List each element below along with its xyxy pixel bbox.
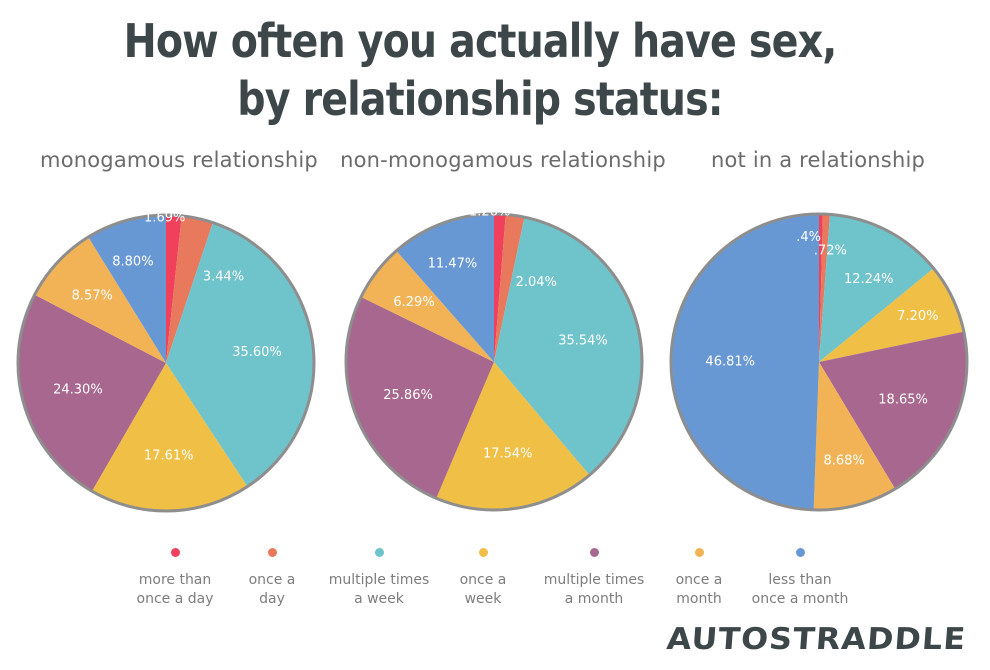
pie-title-non-monogamous: non-monogamous relationship — [340, 148, 666, 172]
legend-item-once-a-day: once a day — [207, 546, 337, 609]
legend-label-line-2: once a month — [751, 591, 849, 607]
pie-slice — [361, 250, 494, 362]
pie-slice — [166, 222, 314, 487]
legend-item-once-a-month: once a month — [634, 546, 764, 609]
pie-slice — [819, 268, 964, 362]
legend-label-line-1: once a — [675, 572, 723, 588]
autostraddle-logo: AUTOSTRADDLE — [665, 622, 970, 658]
legend-item-once-a-week: once a week — [418, 546, 548, 609]
legend-swatch — [170, 548, 180, 557]
legend-label-line-2: day — [259, 591, 285, 607]
legend-swatch — [478, 548, 488, 557]
legend-swatch — [795, 548, 805, 557]
legend-item-multiple-times-a-month: multiple times a month — [529, 546, 659, 609]
pie-slice-label: 17.54% — [483, 447, 533, 462]
pie-slice-label: 35.54% — [558, 334, 608, 349]
pie-slice — [670, 214, 819, 510]
legend-label-line-2: a month — [564, 591, 624, 607]
legend-label-line-2: month — [676, 591, 722, 607]
legend: more than once a day once a day multiple… — [0, 546, 990, 616]
pie-slice-label: 8.80% — [112, 254, 153, 269]
pie-slice-label: 35.60% — [232, 345, 282, 360]
pie-slice-label: 25.86% — [383, 388, 433, 403]
pie-slice-label: 8.68% — [823, 453, 864, 468]
pie-slice — [166, 215, 182, 363]
legend-item-more-than-once-a-day: more than once a day — [110, 546, 240, 609]
pie-slice-label: .72% — [814, 244, 847, 259]
pie-slice-label: 3.44% — [203, 269, 244, 284]
pie-slice-label: 8.57% — [72, 288, 113, 303]
legend-swatch — [589, 548, 599, 557]
logo-text: AUTOSTRADDLE — [665, 622, 968, 657]
pie-slice — [494, 217, 642, 476]
pie-slice-label: 18.65% — [878, 393, 928, 408]
pie-slice — [819, 214, 934, 362]
pie-slice-label: 7.20% — [897, 309, 938, 324]
pie-charts: 1.69%3.44%35.60%17.61%24.30%8.57%8.80%1.… — [16, 204, 969, 513]
pie-slice — [88, 215, 166, 363]
chart-title: How often you actually have sex, by rela… — [67, 12, 893, 128]
pie-slice — [494, 214, 506, 362]
pie-monogamous: 1.69% 3.44% 35.60% 17.61% 24.30% 8.57% 8.80% — [16, 210, 316, 513]
pie-slice — [396, 214, 494, 362]
legend-label-line-1: once a — [248, 572, 296, 588]
pie-slice-label: 46.81% — [705, 354, 755, 369]
pie-slice — [34, 237, 167, 363]
pie-slice — [494, 214, 525, 362]
pie-slice — [436, 362, 590, 510]
pie-slice — [91, 363, 248, 511]
legend-item-multiple-times-a-week: multiple times a week — [314, 546, 444, 609]
pie-slice — [819, 331, 967, 489]
pie-slice — [813, 362, 896, 511]
pie-slice-label: 6.29% — [393, 295, 434, 310]
pie-slice-label: 17.61% — [144, 449, 194, 464]
pie-single: .4%.72% 12.24% 7.20% 18.65% 8.68% 46.81% — [669, 212, 969, 512]
legend-label-line-1: multiple times — [543, 572, 645, 588]
pie-non-monogamous: 1.26% 2.04% 35.54% 17.54% 25.86% 6.29% 11.47% — [344, 204, 644, 512]
pie-slice-label: 11.47% — [428, 256, 478, 271]
pie-slice — [819, 214, 823, 362]
legend-label-line-2: week — [464, 591, 502, 607]
legend-label-line-1: more than — [138, 572, 212, 588]
chart-title-line-2: by relationship status: — [237, 72, 723, 126]
pie-slice-label: 1.69% — [144, 210, 185, 225]
legend-item-less-than-once-a-month: less than once a month — [735, 546, 865, 609]
pie-slice-label: 12.24% — [844, 272, 894, 287]
chart-title-line-1: How often you actually have sex, — [123, 14, 838, 68]
pie-outline — [669, 212, 969, 512]
pie-slice-label: 2.04% — [516, 275, 557, 290]
pie-slice-label: .4% — [796, 230, 821, 245]
legend-swatch — [694, 548, 704, 557]
pie-outline — [344, 212, 644, 512]
legend-label-line-1: less than — [768, 572, 832, 588]
pie-slice — [166, 215, 213, 363]
legend-swatch — [374, 548, 384, 557]
pie-slice-label: 24.30% — [53, 383, 103, 398]
legend-label-line-2: a week — [354, 591, 404, 607]
pie-slice — [819, 214, 830, 362]
pie-slice — [346, 296, 494, 499]
pie-title-monogamous: monogamous relationship — [40, 148, 318, 172]
pie-slice-label: 1.26% — [469, 204, 510, 219]
pie-title-single: not in a relationship — [710, 148, 926, 172]
pie-outline — [16, 213, 316, 513]
legend-label-line-1: once a — [459, 572, 507, 588]
legend-label-line-1: multiple times — [328, 572, 430, 588]
pie-slice — [18, 294, 166, 492]
legend-label-line-2: once a day — [136, 591, 214, 607]
legend-swatch — [267, 548, 277, 557]
